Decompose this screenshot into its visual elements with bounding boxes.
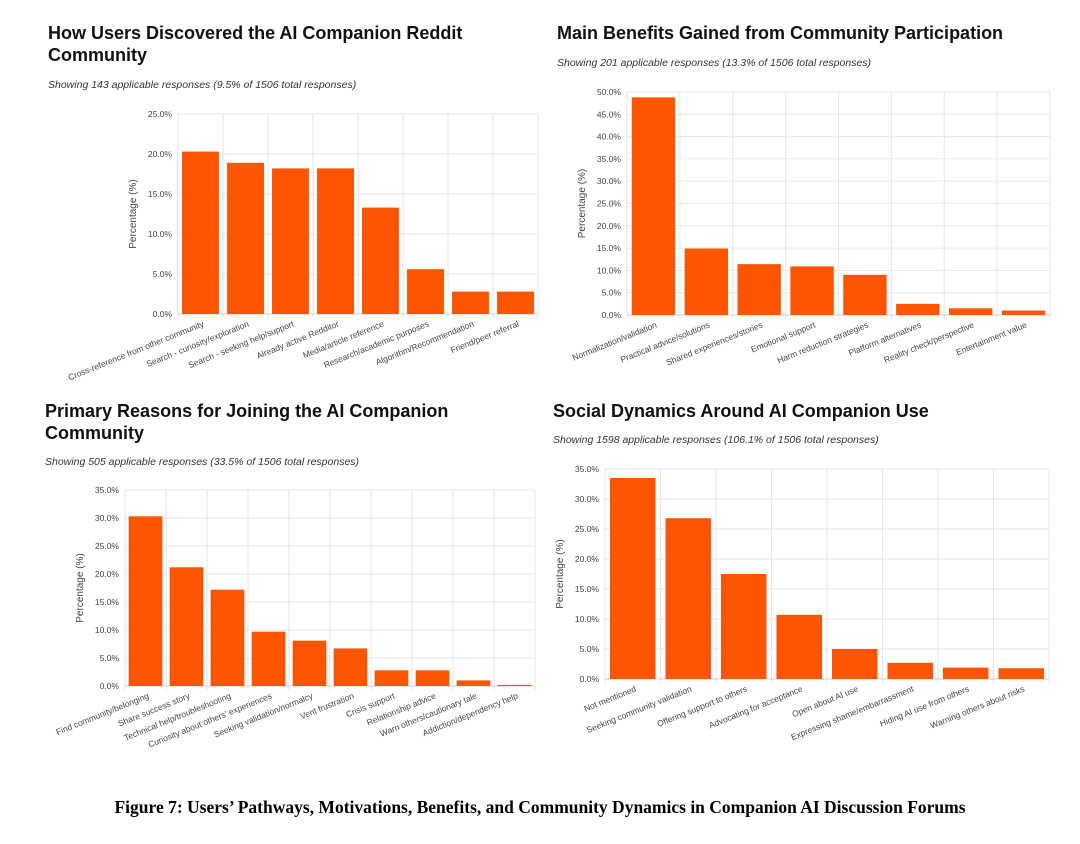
chart-title: How Users Discovered the AI Companion Re… xyxy=(48,23,463,65)
bar xyxy=(998,668,1045,679)
bar xyxy=(790,266,834,315)
y-tick-label: 20.0% xyxy=(575,554,600,564)
bar xyxy=(1001,310,1046,315)
y-tick-label: 50.0% xyxy=(597,87,622,97)
y-tick-label: 0.0% xyxy=(153,309,173,319)
bar xyxy=(374,670,409,686)
chart-panel-benefits: Main Benefits Gained from Community Part… xyxy=(557,22,1057,392)
bar xyxy=(684,248,728,315)
figure-caption: Figure 7: Users’ Pathways, Motivations, … xyxy=(114,797,966,817)
bar xyxy=(776,614,823,679)
y-axis-label: Percentage (%) xyxy=(555,539,566,608)
bar xyxy=(333,648,368,686)
y-tick-label: 25.0% xyxy=(597,199,622,209)
bar xyxy=(456,680,491,686)
y-tick-label: 25.0% xyxy=(148,109,173,119)
bar xyxy=(128,516,163,686)
bar xyxy=(631,97,676,316)
x-tick-label: Harm reduction strategies xyxy=(776,320,870,366)
y-tick-label: 0.0% xyxy=(602,310,622,320)
y-tick-label: 5.0% xyxy=(580,644,600,654)
y-tick-label: 45.0% xyxy=(597,109,622,119)
bar xyxy=(720,574,767,679)
x-tick-label: Normalization/validation xyxy=(571,319,659,362)
bar xyxy=(665,518,712,679)
bar xyxy=(831,649,878,679)
bar xyxy=(415,670,450,686)
x-tick-label: Shared experiences/stories xyxy=(665,320,764,368)
chart-panel-reasons: Primary Reasons for Joining the AI Compa… xyxy=(45,400,545,780)
x-tick-label: Seeking community validation xyxy=(585,683,693,734)
y-tick-label: 5.0% xyxy=(100,653,120,663)
y-axis-label: Percentage (%) xyxy=(128,179,139,248)
bar xyxy=(609,478,656,679)
chart-title: Main Benefits Gained from Community Part… xyxy=(557,23,1004,43)
bar-chart-social: 0.0% 5.0% 10.0% 15.0% 20.0% 25.0% 30.0% 35.0% Pe… xyxy=(555,464,1050,742)
y-tick-label: 5.0% xyxy=(153,269,173,279)
chart-subtitle: Showing 143 applicable responses (9.5% o… xyxy=(48,79,357,91)
y-tick-label: 5.0% xyxy=(602,288,622,298)
y-tick-label: 15.0% xyxy=(597,243,622,253)
y-tick-label: 30.0% xyxy=(575,494,600,504)
bar xyxy=(949,308,993,315)
bar xyxy=(210,589,245,686)
y-tick-label: 15.0% xyxy=(148,189,173,199)
y-tick-label: 30.0% xyxy=(95,513,120,523)
chart-title: Social Dynamics Around AI Companion Use xyxy=(553,401,929,421)
bar xyxy=(497,684,532,686)
bar-chart-reasons: 0.0% 5.0% 10.0% 15.0% 20.0% 25.0% 30.0% 35.0% Pe… xyxy=(54,485,536,749)
bar xyxy=(896,303,940,315)
y-axis-label: Percentage (%) xyxy=(577,169,588,238)
chart-panel-social: Social Dynamics Around AI Companion Use … xyxy=(553,400,1053,780)
x-tick-label: Advocating for acceptance xyxy=(707,683,804,730)
y-tick-label: 0.0% xyxy=(100,681,120,691)
y-tick-label: 15.0% xyxy=(95,597,120,607)
y-tick-label: 20.0% xyxy=(95,569,120,579)
x-tick-label: Reality check/perspective xyxy=(882,319,975,364)
bar xyxy=(182,151,219,314)
y-tick-label: 15.0% xyxy=(575,584,600,594)
bar xyxy=(169,567,204,686)
bar xyxy=(737,264,781,315)
bar xyxy=(362,207,399,314)
bar xyxy=(887,662,934,679)
y-tick-label: 10.0% xyxy=(148,229,173,239)
bar xyxy=(251,631,286,686)
bar xyxy=(843,274,887,315)
y-tick-label: 30.0% xyxy=(597,176,622,186)
y-tick-label: 0.0% xyxy=(580,674,600,684)
x-tick-label: Offering support to others xyxy=(656,684,749,729)
chart-subtitle: Showing 201 applicable responses (13.3% … xyxy=(557,57,872,69)
bar xyxy=(407,269,444,314)
y-tick-label: 10.0% xyxy=(95,625,120,635)
y-tick-label: 35.0% xyxy=(575,464,600,474)
bar xyxy=(227,162,264,314)
bar xyxy=(452,291,489,314)
bar xyxy=(272,168,309,314)
x-tick-label: Warning others about risks xyxy=(929,684,1026,731)
chart-panel-discovery: How Users Discovered the AI Companion Re… xyxy=(48,22,539,392)
y-tick-label: 35.0% xyxy=(95,485,120,495)
chart-subtitle: Showing 505 applicable responses (33.5% … xyxy=(45,456,360,468)
chart-subtitle: Showing 1598 applicable responses (106.1… xyxy=(553,434,879,446)
y-tick-label: 25.0% xyxy=(575,524,600,534)
y-tick-label: 10.0% xyxy=(575,614,600,624)
y-tick-label: 35.0% xyxy=(597,154,622,164)
bar-chart-discovery: 0.0% 5.0% 10.0% 15.0% 20.0% 25.0% Percentage (… xyxy=(67,109,539,382)
y-tick-label: 10.0% xyxy=(597,265,622,275)
bar-chart-benefits: 0.0% 5.0% 10.0% 15.0% 20.0% 25.0% 30.0% 35.0% 40… xyxy=(571,87,1051,368)
y-tick-label: 40.0% xyxy=(597,132,622,142)
y-axis-label: Percentage (%) xyxy=(75,553,86,622)
bar xyxy=(942,667,989,679)
bar xyxy=(497,291,534,314)
y-tick-label: 25.0% xyxy=(95,541,120,551)
bar xyxy=(292,640,327,686)
chart-title: Primary Reasons for Joining the AI Compa… xyxy=(45,401,449,443)
bar xyxy=(317,168,354,314)
y-tick-label: 20.0% xyxy=(148,149,173,159)
y-tick-label: 20.0% xyxy=(597,221,622,231)
